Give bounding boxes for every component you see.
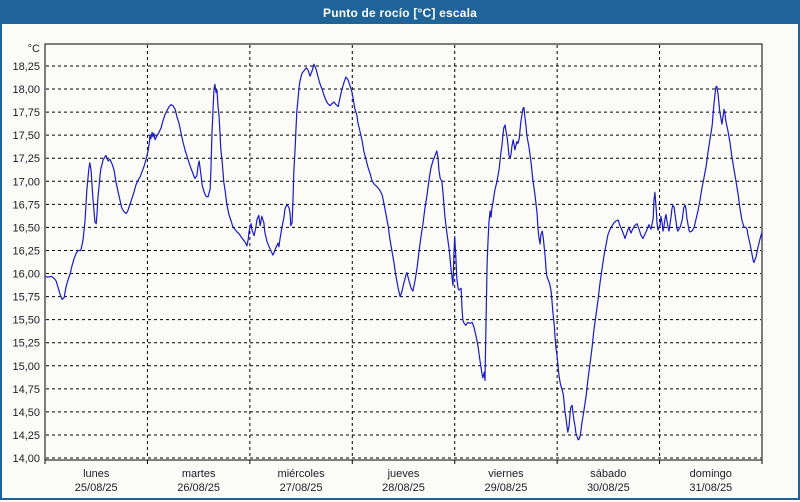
day-date-label: 31/08/25 bbox=[689, 482, 732, 494]
y-tick-label: 16,75 bbox=[12, 199, 40, 211]
y-axis-unit-label: °C bbox=[28, 43, 40, 55]
day-name-label: martes bbox=[182, 468, 216, 480]
y-tick-label: 18,25 bbox=[12, 61, 40, 73]
y-tick-label: 15,00 bbox=[12, 361, 40, 373]
y-tick-label: 16,00 bbox=[12, 269, 40, 281]
day-name-label: jueves bbox=[387, 468, 420, 480]
y-tick-label: 17,75 bbox=[12, 107, 40, 119]
y-tick-label: 17,25 bbox=[12, 153, 40, 165]
y-tick-label: 15,50 bbox=[12, 315, 40, 327]
day-date-label: 26/08/25 bbox=[177, 482, 220, 494]
y-tick-label: 14,75 bbox=[12, 384, 40, 396]
y-tick-label: 18,00 bbox=[12, 84, 40, 96]
day-date-label: 29/08/25 bbox=[485, 482, 528, 494]
y-tick-label: 14,50 bbox=[12, 407, 40, 419]
day-name-label: miércoles bbox=[278, 468, 326, 480]
y-tick-label: 14,25 bbox=[12, 430, 40, 442]
y-tick-label: 16,50 bbox=[12, 222, 40, 234]
day-name-label: viernes bbox=[488, 468, 524, 480]
y-tick-label: 17,00 bbox=[12, 176, 40, 188]
y-tick-label: 15,75 bbox=[12, 292, 40, 304]
day-name-label: lunes bbox=[83, 468, 110, 480]
y-tick-label: 17,50 bbox=[12, 130, 40, 142]
dew-point-series-line bbox=[44, 63, 763, 441]
page-title: Punto de rocío [°C] escala bbox=[322, 6, 478, 20]
dew-point-line-chart: 18,25 18,00 17,75 17,50 17,25 17,00 16,75 16,50… bbox=[12, 43, 763, 494]
day-date-label: 27/08/25 bbox=[280, 482, 323, 494]
day-date-label: 25/08/25 bbox=[75, 482, 118, 494]
day-name-label: sábado bbox=[590, 468, 626, 480]
plot-area bbox=[44, 43, 763, 461]
y-tick-label: 14,00 bbox=[12, 453, 40, 465]
window-title-bar: Punto de rocío [°C] escala bbox=[2, 2, 798, 24]
day-name-label: domingo bbox=[690, 468, 732, 480]
y-tick-label: 16,25 bbox=[12, 245, 40, 257]
day-date-label: 30/08/25 bbox=[587, 482, 630, 494]
y-tick-label: 15,25 bbox=[12, 338, 40, 350]
day-date-label: 28/08/25 bbox=[382, 482, 425, 494]
